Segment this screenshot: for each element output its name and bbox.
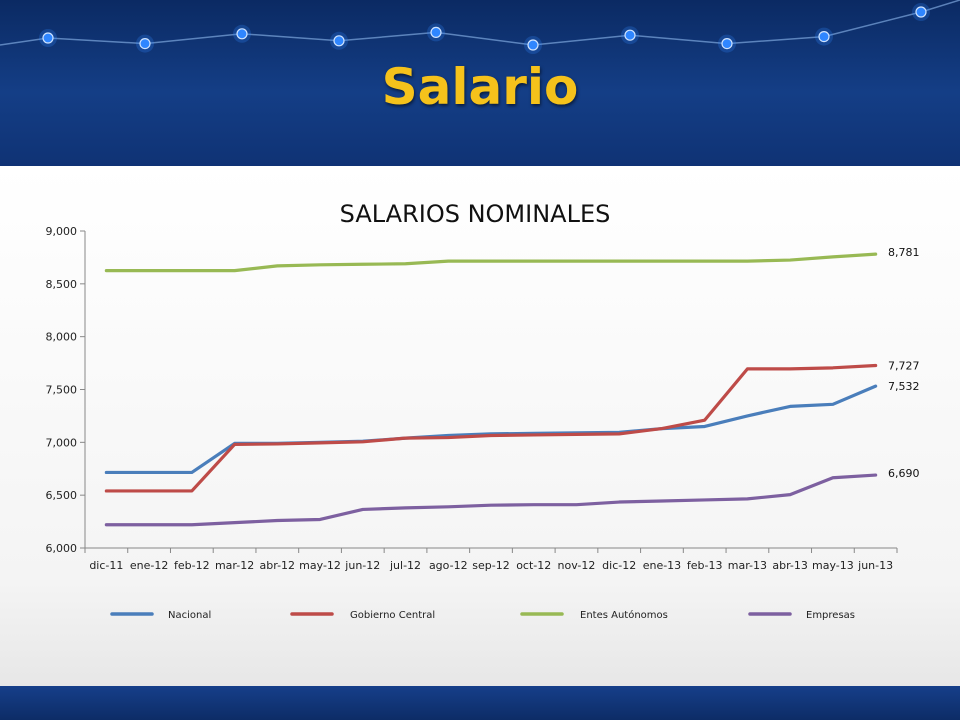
slide-title: Salario: [381, 58, 579, 116]
x-tick-label: oct-12: [516, 559, 551, 572]
network-node-9: [818, 30, 830, 43]
x-tick-label: jun-12: [344, 559, 380, 572]
chart-legend: Nacional Gobierno Central Entes Autónomos E…: [110, 609, 855, 621]
x-tick-label: sep-12: [472, 559, 509, 572]
network-node-3: [236, 28, 248, 40]
network-node-8: [721, 37, 733, 50]
x-tick-label: ago-12: [429, 559, 468, 572]
series-line-4: [104, 473, 878, 527]
footer-band: [0, 686, 960, 720]
network-node-10: [915, 6, 927, 18]
network-node-1: [42, 32, 54, 44]
x-tick-label: feb-12: [174, 559, 210, 572]
x-tick-label: jul-12: [389, 559, 421, 572]
x-tick-label: dic-12: [602, 559, 636, 572]
series-line-3: [104, 252, 878, 273]
y-tick-label: 9,000: [46, 225, 78, 238]
network-node-5: [430, 26, 442, 39]
y-tick-label: 8,500: [46, 278, 78, 291]
y-tick-label: 7,000: [46, 436, 78, 449]
x-tick-label: mar-12: [215, 559, 254, 572]
x-tick-label: mar-13: [728, 559, 767, 572]
x-tick-label: abr-12: [260, 559, 296, 572]
legend-label: Empresas: [806, 610, 855, 621]
chart-axes: 6,000 6,500 7,000 7,500 8,000 8,500 9,000 dic-1…: [46, 225, 898, 572]
end-value-label: 8,781: [888, 246, 920, 259]
legend-label: Gobierno Central: [350, 610, 435, 621]
y-tick-label: 7,500: [46, 384, 78, 397]
chart-title: SALARIOS NOMINALES: [340, 200, 611, 228]
legend-label: Nacional: [168, 610, 211, 621]
network-line: [0, 0, 960, 46]
end-value-label: 7,727: [888, 360, 920, 373]
end-value-label: 6,690: [888, 467, 920, 480]
network-node-4: [333, 35, 345, 47]
x-tick-label: ene-13: [643, 559, 681, 572]
network-node-2: [139, 37, 151, 50]
x-tick-label: jun-13: [857, 559, 893, 572]
network-node-6: [527, 39, 539, 51]
chart-panel: [0, 166, 960, 686]
x-tick-label: nov-12: [558, 559, 596, 572]
series-layer: 7,532 7,727 8,781 6,690: [104, 246, 920, 527]
end-value-label: 7,532: [888, 380, 920, 393]
y-tick-label: 6,500: [46, 489, 78, 502]
x-tick-label: abr-13: [772, 559, 808, 572]
network-decoration: [0, 0, 960, 54]
y-tick-label: 6,000: [46, 542, 78, 555]
x-tick-label: may-13: [812, 559, 854, 572]
header-band: Salario: [0, 0, 960, 168]
y-tick-label: 8,000: [46, 331, 78, 344]
x-tick-label: may-12: [299, 559, 341, 572]
network-node-7: [624, 29, 636, 41]
x-tick-label: ene-12: [130, 559, 168, 572]
x-tick-label: feb-13: [687, 559, 723, 572]
legend-label: Entes Autónomos: [580, 609, 668, 621]
series-line-2: [104, 363, 878, 493]
x-tick-label: dic-11: [89, 559, 123, 572]
